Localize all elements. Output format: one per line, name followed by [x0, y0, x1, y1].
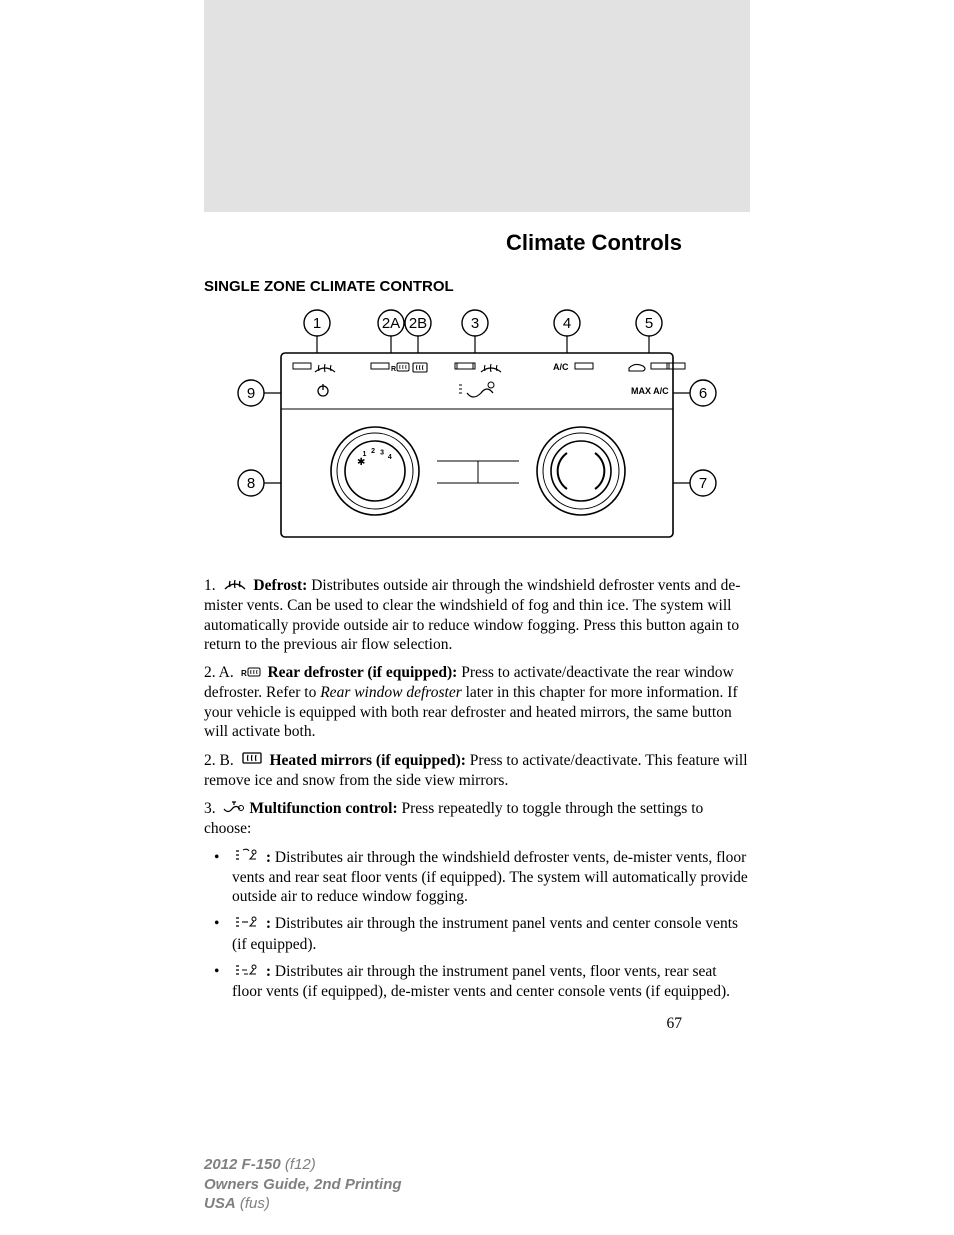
para-2-ital: Rear window defroster: [320, 684, 462, 701]
li2-text: Distributes air through the instrument p…: [232, 915, 738, 952]
svg-text:6: 6: [699, 385, 707, 402]
svg-text:MAX A/C: MAX A/C: [631, 386, 669, 396]
multifunction-icon: [222, 800, 244, 819]
chapter-title: Climate Controls: [204, 230, 750, 256]
svg-text:2: 2: [371, 448, 375, 455]
section-title: SINGLE ZONE CLIMATE CONTROL: [204, 278, 750, 295]
para-4-lead: 3.: [204, 800, 220, 817]
svg-text:A/C: A/C: [553, 362, 569, 372]
airflow-panel-icon: [234, 915, 260, 934]
footer-line-2: Owners Guide, 2nd Printing: [204, 1175, 402, 1195]
para-3-lead: 2. B.: [204, 752, 238, 769]
svg-text:2A: 2A: [382, 315, 400, 332]
para-2-lead: 2. A.: [204, 664, 238, 681]
svg-text:4: 4: [563, 315, 571, 332]
li3-text: Distributes air through the instrument p…: [232, 963, 730, 1000]
footer-code-2: (fus): [236, 1195, 270, 1212]
footer-line-1: 2012 F-150 (f12): [204, 1155, 402, 1175]
multifunction-list: : Distributes air through the windshield…: [204, 848, 750, 1002]
airflow-panel-floor-icon: [234, 963, 260, 982]
svg-text:2B: 2B: [409, 315, 427, 332]
para-rear-defroster: 2. A. R Rear defroster (if equipped): Pr…: [204, 663, 750, 741]
svg-text:7: 7: [699, 475, 707, 492]
para-defrost: 1. Defrost: Distributes outside air thro…: [204, 576, 750, 654]
svg-text:3: 3: [471, 315, 479, 332]
body-text: 1. Defrost: Distributes outside air thro…: [204, 576, 750, 1001]
para-3-bold: Heated mirrors (if equipped):: [269, 752, 465, 769]
footer: 2012 F-150 (f12) Owners Guide, 2nd Print…: [204, 1155, 402, 1214]
list-item-3: : Distributes air through the instrument…: [214, 962, 750, 1002]
svg-text:3: 3: [380, 449, 384, 456]
para-2-bold: Rear defroster (if equipped):: [267, 664, 457, 681]
para-1-lead: 1.: [204, 577, 220, 594]
list-item-1: : Distributes air through the windshield…: [214, 848, 750, 907]
heated-mirror-icon: [240, 751, 264, 770]
footer-region: USA: [204, 1195, 236, 1212]
svg-text:8: 8: [247, 475, 255, 492]
footer-code-1: (f12): [281, 1156, 316, 1173]
svg-text:9: 9: [247, 385, 255, 402]
page-content: Climate Controls SINGLE ZONE CLIMATE CON…: [204, 0, 750, 1033]
defrost-icon: [222, 577, 248, 596]
para-4-bold: Multifunction control:: [249, 800, 397, 817]
svg-text:5: 5: [645, 315, 653, 332]
li1-text: Distributes air through the windshield d…: [232, 849, 748, 906]
page-number: 67: [204, 1015, 750, 1033]
svg-text:1: 1: [313, 315, 321, 332]
airflow-defrost-floor-icon: [234, 848, 260, 867]
para-multifunction: 3. Multifunction control: Press repeated…: [204, 799, 750, 839]
rear-defrost-icon: R: [240, 664, 262, 683]
svg-text:4: 4: [388, 454, 392, 461]
svg-text:R: R: [241, 669, 247, 678]
footer-model: 2012 F-150: [204, 1156, 281, 1173]
footer-line-3: USA (fus): [204, 1194, 402, 1214]
para-1-bold: Defrost:: [253, 577, 307, 594]
list-item-2: : Distributes air through the instrument…: [214, 914, 750, 954]
svg-text:R: R: [391, 366, 396, 373]
para-heated-mirrors: 2. B. Heated mirrors (if equipped): Pres…: [204, 751, 750, 791]
svg-text:1: 1: [363, 451, 367, 458]
climate-control-diagram: RA/CMAX A/C✱123412A2B3456789: [237, 303, 717, 558]
svg-text:✱: ✱: [357, 457, 365, 468]
